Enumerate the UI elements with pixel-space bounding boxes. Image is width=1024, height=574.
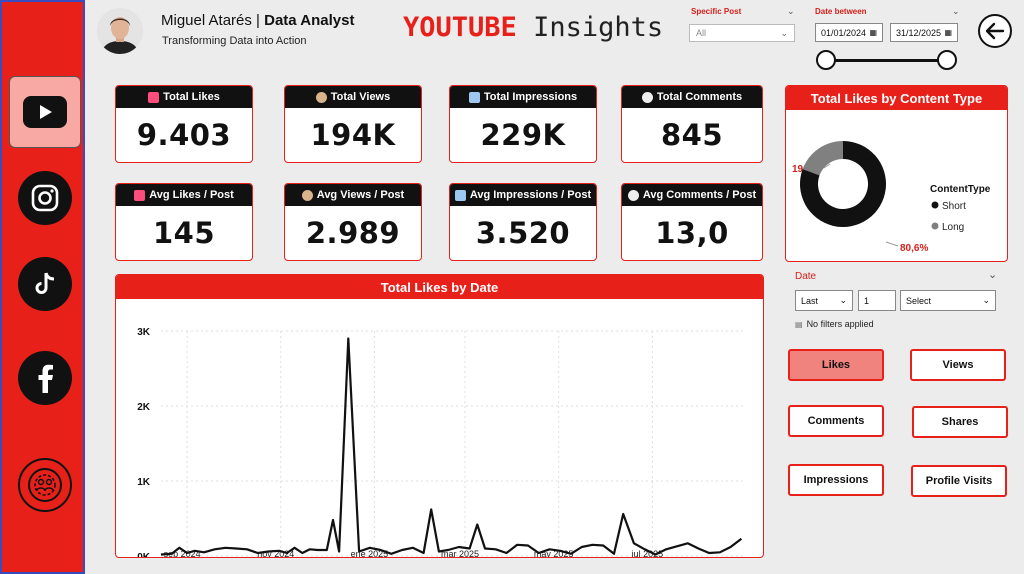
views-button[interactable]: Views	[910, 349, 1006, 381]
donut-slice-long[interactable]	[802, 141, 843, 176]
sidebar-item-facebook[interactable]	[18, 351, 72, 405]
y-tick-label: 2K	[137, 402, 151, 413]
sidebar-item-community[interactable]	[18, 458, 72, 512]
y-tick-label: 3K	[137, 327, 151, 338]
chevron-down-icon: ⌄	[780, 27, 788, 38]
slice-label-short: 80,6%	[900, 243, 928, 254]
kpi-value: 194K	[310, 118, 396, 152]
heart-icon	[148, 91, 160, 103]
date-slider-start-handle[interactable]	[816, 50, 836, 70]
date-start-input[interactable]: 01/01/2024 ▦	[815, 23, 883, 42]
kpi-value: 2.989	[305, 216, 401, 250]
y-tick-label: 1K	[137, 477, 151, 488]
legend-label-long: Long	[942, 222, 964, 233]
kpi-value: 145	[152, 216, 216, 250]
filter-icon: ▤	[795, 319, 803, 329]
slice-leader-long	[823, 163, 831, 169]
relative-date-mode-select[interactable]: Last ⌄	[795, 290, 853, 311]
likes-by-content-type-panel: Total Likes by Content Type 19,4% 80,6% …	[785, 85, 1008, 262]
heart-icon	[134, 189, 146, 201]
chevron-down-icon[interactable]: ⌄	[952, 6, 960, 16]
date-between-label: Date between	[815, 7, 867, 16]
likes-button[interactable]: Likes	[788, 349, 884, 381]
profile-visits-button[interactable]: Profile Visits	[911, 465, 1007, 497]
profile-tagline: Transforming Data into Action	[162, 35, 307, 47]
y-tick-label: 0K	[137, 552, 151, 558]
tiktok-icon	[35, 272, 55, 294]
donut-chart: 19,4% 80,6% ContentType Short Long	[792, 141, 991, 254]
community-icon	[28, 468, 62, 502]
legend-title: ContentType	[930, 184, 991, 195]
sidebar-item-instagram[interactable]	[18, 171, 72, 225]
shares-button[interactable]: Shares	[912, 406, 1008, 438]
kpi-avg-impressions: Avg Impressions / Post 3.520	[449, 183, 597, 261]
legend-marker-short	[931, 201, 939, 209]
date-end-input[interactable]: 31/12/2025 ▦	[890, 23, 958, 42]
kpi-value: 845	[660, 118, 724, 152]
x-tick-label: sep 2024	[164, 549, 201, 558]
legend-label-short: Short	[942, 201, 966, 212]
eye-icon	[315, 91, 327, 103]
specific-post-label: Specific Post	[691, 7, 742, 16]
page-title: YOUTUBE Insights	[403, 12, 664, 43]
facebook-icon	[38, 364, 53, 393]
line-chart: 0K 1K 2K 3K sep 2024 nov 2024 ene 2025 mar 2025…	[137, 327, 746, 558]
chevron-down-icon[interactable]: ⌄	[988, 269, 998, 281]
instagram-icon	[31, 184, 59, 212]
impressions-button[interactable]: Impressions	[788, 464, 884, 496]
avatar	[97, 8, 143, 54]
kpi-value: 229K	[480, 118, 566, 152]
likes-by-date-panel: Total Likes by Date 0K 1K 2K 3K sep 2024 nov …	[115, 274, 764, 558]
specific-post-select[interactable]: All ⌄	[689, 24, 795, 42]
arrow-left-icon	[985, 22, 1005, 40]
donut-title: Total Likes by Content Type	[786, 86, 1007, 110]
comments-button[interactable]: Comments	[788, 405, 884, 437]
sidebar	[0, 0, 85, 574]
kpi-total-likes: Total Likes 9.403	[115, 85, 253, 163]
calendar-icon: ▦	[944, 28, 952, 37]
eye-icon	[301, 189, 313, 201]
kpi-value: 3.520	[475, 216, 571, 250]
speech-bubble-icon	[641, 91, 653, 103]
calendar-icon: ▦	[869, 28, 877, 37]
x-tick-label: ene 2025	[351, 549, 389, 558]
chart-title: Total Likes by Date	[116, 275, 763, 299]
kpi-avg-views: Avg Views / Post 2.989	[284, 183, 422, 261]
date-filter-label: Date	[795, 271, 817, 282]
kpi-total-views: Total Views 194K	[284, 85, 422, 163]
donut-slice-short[interactable]	[800, 141, 886, 227]
x-tick-label: jul 2025	[631, 549, 664, 558]
likes-series-line[interactable]	[160, 337, 743, 556]
chevron-down-icon: ⌄	[982, 295, 990, 305]
filter-status: ▤ No filters applied	[795, 319, 874, 329]
x-tick-label: may 2025	[534, 549, 574, 558]
speech-bubble-icon	[627, 189, 639, 201]
chevron-down-icon: ⌄	[839, 295, 847, 305]
youtube-icon	[23, 96, 67, 128]
chart-icon	[454, 189, 466, 201]
profile-name: Miguel Atarés | Data Analyst	[161, 12, 355, 29]
sidebar-item-youtube[interactable]	[9, 76, 81, 148]
kpi-avg-comments: Avg Comments / Post 13,0	[621, 183, 763, 261]
slice-leader-short	[885, 241, 899, 247]
sidebar-item-tiktok[interactable]	[18, 257, 72, 311]
chevron-down-icon[interactable]: ⌄	[787, 6, 795, 16]
relative-date-count-input[interactable]: 1	[858, 290, 896, 311]
back-button[interactable]	[978, 14, 1012, 48]
x-tick-label: nov 2024	[257, 549, 294, 558]
kpi-value: 13,0	[655, 216, 729, 250]
date-slider-end-handle[interactable]	[937, 50, 957, 70]
kpi-value: 9.403	[136, 118, 232, 152]
relative-date-unit-select[interactable]: Select ⌄	[900, 290, 996, 311]
kpi-avg-likes: Avg Likes / Post 145	[115, 183, 253, 261]
date-slider-track[interactable]	[826, 59, 948, 62]
x-tick-label: mar 2025	[441, 549, 479, 558]
kpi-total-impressions: Total Impressions 229K	[449, 85, 597, 163]
chart-icon	[468, 91, 480, 103]
legend-marker-long	[931, 222, 939, 230]
kpi-total-comments: Total Comments 845	[621, 85, 763, 163]
